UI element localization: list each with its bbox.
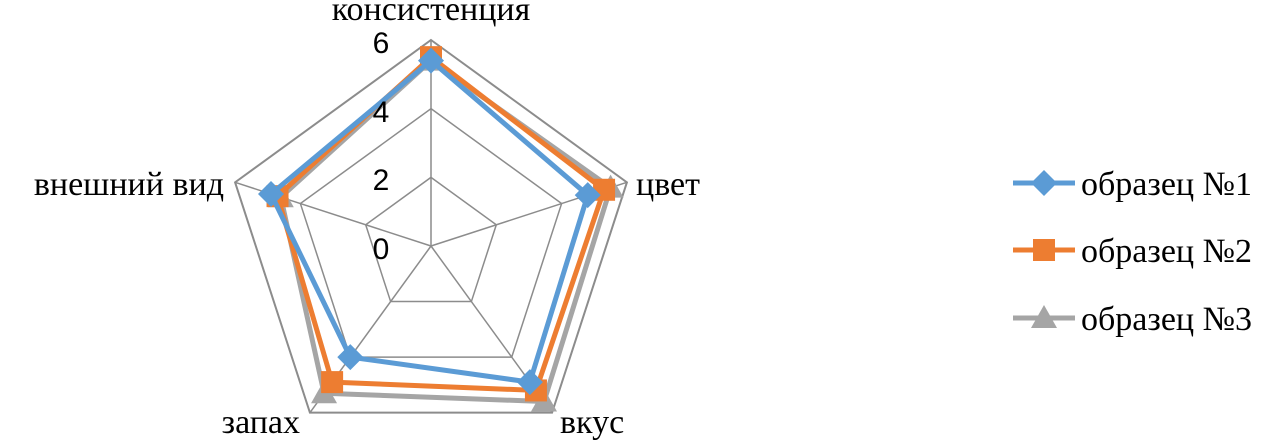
tick-label-6: 6 bbox=[373, 27, 390, 60]
legend: образец №1 образец №2 образец №3 bbox=[1013, 166, 1252, 338]
legend-marker-diamond-icon bbox=[1031, 170, 1057, 196]
axis-labels: консистенция цвет вкус запах внешний вид bbox=[34, 0, 700, 441]
legend-label-1: образец №1 bbox=[1081, 166, 1252, 203]
legend-label-3: образец №3 bbox=[1081, 301, 1252, 338]
category-label-color: цвет bbox=[636, 166, 700, 203]
series-layer bbox=[258, 46, 624, 412]
category-label-smell: запах bbox=[222, 404, 300, 441]
grid-ring-6 bbox=[233, 38, 629, 414]
tick-label-4: 4 bbox=[373, 96, 390, 129]
series-line-1 bbox=[268, 58, 591, 385]
legend-item-1: образец №1 bbox=[1013, 166, 1252, 203]
tick-label-0: 0 bbox=[373, 233, 390, 266]
series-1 bbox=[258, 47, 601, 396]
series-1-point-4 bbox=[258, 181, 285, 208]
radar-grid bbox=[233, 38, 629, 414]
series-line-3 bbox=[278, 58, 614, 405]
grid-ring-2 bbox=[364, 176, 498, 303]
series-line-2 bbox=[275, 54, 607, 393]
category-label-taste: вкус bbox=[560, 404, 624, 441]
series-1-point-1 bbox=[574, 182, 601, 209]
legend-marker-square-icon bbox=[1033, 239, 1055, 261]
category-label-appearance: внешний вид bbox=[34, 166, 224, 203]
series-1-point-0 bbox=[418, 47, 444, 74]
legend-label-2: образец №2 bbox=[1081, 233, 1252, 270]
category-label-consistency: консистенция bbox=[332, 0, 531, 28]
legend-marker-triangle-icon bbox=[1031, 305, 1057, 328]
tick-label-2: 2 bbox=[373, 164, 390, 197]
legend-item-3: образец №3 bbox=[1013, 301, 1252, 338]
series-1-point-2 bbox=[516, 369, 543, 396]
radial-tick-labels: 0 2 4 6 bbox=[373, 27, 390, 266]
grid-ring-4 bbox=[299, 107, 563, 358]
series-2-point-3 bbox=[321, 371, 344, 394]
legend-item-2: образец №2 bbox=[1013, 233, 1252, 270]
series-1-point-3 bbox=[337, 344, 364, 371]
